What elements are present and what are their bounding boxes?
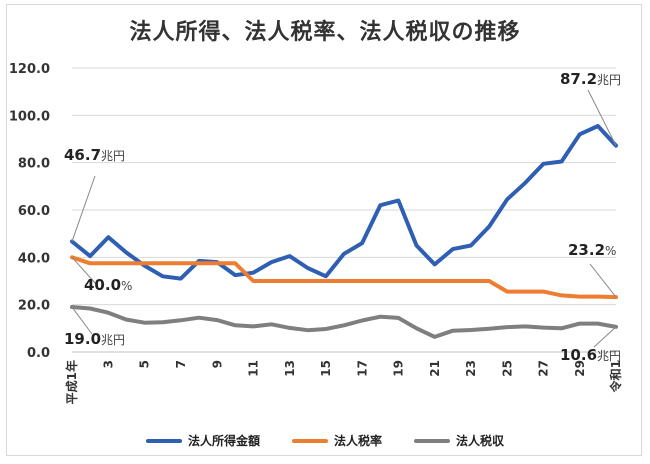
legend-label-tax-rate: 法人税率 <box>333 434 382 448</box>
legend-swatch-income <box>145 438 182 443</box>
callout-leader <box>71 306 93 335</box>
legend-label-tax-revenue: 法人税収 <box>456 434 505 448</box>
callout-value: 46.7 <box>64 146 101 164</box>
x-tick-label: 25 <box>500 360 514 377</box>
y-tick-label: 60.0 <box>18 204 50 219</box>
x-tick-label: 15 <box>319 360 333 377</box>
y-axis: 0.0 20.0 40.0 60.0 80.0 100.0 120.0 <box>9 62 50 361</box>
x-tick-label: 5 <box>138 360 152 368</box>
callout-value: 87.2 <box>560 70 597 88</box>
callout-leader <box>593 326 617 348</box>
callout-leader <box>71 175 96 242</box>
callout-label: 23.2% <box>568 241 616 259</box>
series-line-0 <box>70 124 618 281</box>
callout-unit: 兆円 <box>597 349 621 363</box>
y-tick-label: 20.0 <box>18 299 50 314</box>
legend-label-income: 法人所得金額 <box>187 434 260 448</box>
callout-unit: 兆円 <box>597 73 621 87</box>
x-tick-label: 11 <box>247 360 261 377</box>
callout-value: 10.6 <box>560 346 597 364</box>
y-tick-label: 120.0 <box>9 62 50 77</box>
legend-swatch-tax-revenue <box>414 438 450 443</box>
x-tick-label: 7 <box>174 360 188 368</box>
callout-unit: 兆円 <box>101 333 125 347</box>
callout-leader <box>71 256 97 285</box>
x-tick-label: 平成1年 <box>64 360 79 404</box>
chart-title: 法人所得、法人税率、法人税収の推移 <box>129 20 521 45</box>
x-tick-label: 令和1 <box>608 360 623 393</box>
callout-unit: % <box>605 244 616 258</box>
x-tick-label: 27 <box>537 360 551 377</box>
series-line-2 <box>70 305 618 339</box>
callout-unit: % <box>121 279 132 293</box>
y-tick-label: 0.0 <box>27 346 50 361</box>
legend-item-tax-rate: 法人税率 <box>291 432 382 449</box>
x-tick-label: 29 <box>573 360 587 377</box>
x-tick-label: 17 <box>355 360 369 377</box>
callout-label: 87.2兆円 <box>560 70 621 88</box>
grid <box>72 67 616 353</box>
callout-leader <box>587 89 617 146</box>
x-tick-label: 23 <box>464 360 478 377</box>
series-line-1 <box>70 255 618 300</box>
callout-value: 23.2 <box>568 241 605 259</box>
x-tick-label: 9 <box>210 360 224 368</box>
series-lines <box>70 124 618 339</box>
callout-unit: 兆円 <box>101 149 125 163</box>
y-tick-label: 80.0 <box>18 157 50 172</box>
x-tick-label: 19 <box>392 360 406 377</box>
y-tick-label: 100.0 <box>9 109 50 124</box>
callout-value: 40.0 <box>84 276 121 294</box>
x-tick-label: 3 <box>101 360 115 368</box>
callout-label: 46.7兆円 <box>64 146 125 164</box>
callout-value: 19.0 <box>64 330 101 348</box>
callout-leader <box>589 263 617 298</box>
x-axis: 平成1年 3 5 7 9 11 13 15 17 19 21 23 25 27 29 令和1 <box>64 360 623 404</box>
legend-item-tax-revenue: 法人税収 <box>414 432 504 449</box>
callout-label: 40.0% <box>84 276 132 294</box>
x-tick-label: 21 <box>428 360 442 377</box>
x-tick-label: 13 <box>283 360 297 377</box>
legend-item-income: 法人所得金額 <box>145 432 260 449</box>
chart-frame <box>6 4 642 456</box>
y-tick-label: 40.0 <box>18 251 50 266</box>
legend: 法人所得金額 法人税率 法人税収 <box>0 432 650 449</box>
callout-label: 19.0兆円 <box>64 330 125 348</box>
legend-swatch-tax-rate <box>291 438 328 443</box>
callout-label: 10.6兆円 <box>560 346 621 364</box>
